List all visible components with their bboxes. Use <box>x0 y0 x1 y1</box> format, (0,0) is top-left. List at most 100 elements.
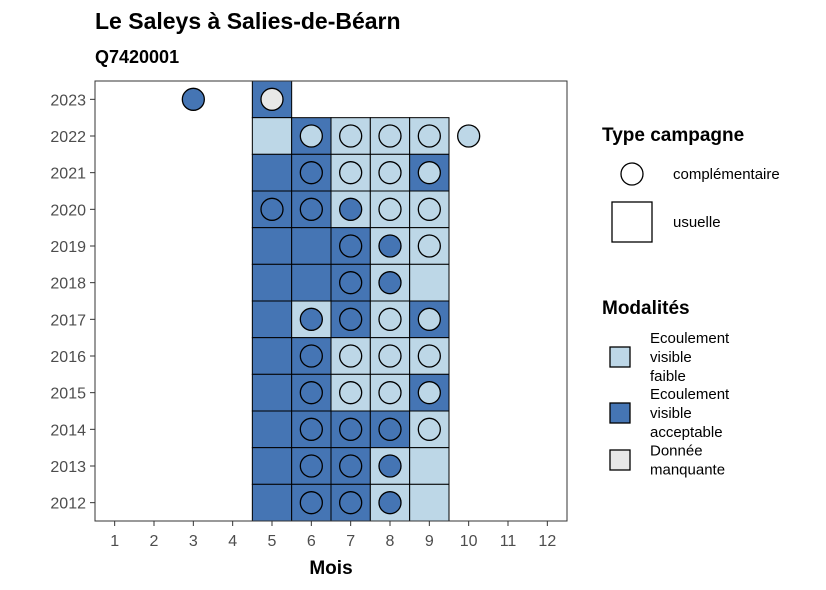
point <box>339 307 363 331</box>
point <box>378 124 402 148</box>
x-tick-label: 4 <box>228 533 237 550</box>
x-tick-label: 5 <box>268 533 277 550</box>
x-tick-label: 2 <box>150 533 159 550</box>
y-tick-label: 2021 <box>50 166 86 183</box>
tile <box>251 337 293 375</box>
point <box>299 454 323 478</box>
points-layer <box>181 87 481 515</box>
x-axis-title: Mois <box>309 558 352 579</box>
tile <box>251 227 293 265</box>
y-axis: 2012 2013 2014 2015 2016 2017 2018 2019 2020 2021… <box>50 92 95 513</box>
x-tick-label: 3 <box>189 533 198 550</box>
legend-modalite-label: visible <box>650 349 692 366</box>
point <box>339 124 363 148</box>
tile <box>251 483 293 522</box>
point <box>299 161 323 185</box>
y-tick-label: 2015 <box>50 386 86 403</box>
point <box>181 87 205 111</box>
y-tick-label: 2014 <box>50 422 86 439</box>
x-tick-label: 8 <box>386 533 395 550</box>
legend-modalite-label: Donnée <box>650 443 703 460</box>
x-tick-label: 10 <box>460 533 478 550</box>
point <box>378 234 402 258</box>
point <box>339 344 363 368</box>
tile <box>409 483 450 522</box>
point <box>299 417 323 441</box>
x-tick-label: 7 <box>346 533 355 550</box>
point <box>339 381 363 405</box>
point <box>378 454 402 478</box>
point <box>339 271 363 295</box>
point <box>417 344 441 368</box>
point <box>339 161 363 185</box>
x-tick-label: 11 <box>500 533 517 550</box>
point <box>339 454 363 478</box>
point <box>417 234 441 258</box>
point <box>378 161 402 185</box>
x-tick-label: 6 <box>307 533 316 550</box>
chart-subtitle: Q7420001 <box>95 47 179 67</box>
legend-circle-key <box>620 162 644 186</box>
legend-modalites: Modalités EcoulementvisiblefaibleEcoulem… <box>602 298 730 479</box>
legend-square-key <box>611 201 653 243</box>
legend-modalite-label: Ecoulement <box>650 330 730 347</box>
point <box>417 197 441 221</box>
y-tick-label: 2023 <box>50 92 86 109</box>
y-tick-label: 2019 <box>50 239 86 256</box>
tile <box>291 227 332 265</box>
tile <box>251 117 293 155</box>
tile <box>251 153 293 192</box>
legend-modalite-label: acceptable <box>650 424 723 441</box>
y-tick-label: 2012 <box>50 496 86 513</box>
y-tick-label: 2020 <box>50 202 86 219</box>
x-axis: 1 2 3 4 5 6 7 8 9 10 11 12 <box>110 521 556 550</box>
point <box>378 344 402 368</box>
tile <box>291 263 332 302</box>
panel-border <box>94 80 568 522</box>
legend-type-title: Type campagne <box>602 125 744 146</box>
point <box>378 271 402 295</box>
point <box>417 381 441 405</box>
legend-swatch <box>609 346 631 368</box>
legend-modalite-label: manquante <box>650 462 725 479</box>
point <box>339 491 363 515</box>
point <box>378 381 402 405</box>
point <box>299 197 323 221</box>
point <box>299 124 323 148</box>
point <box>417 124 441 148</box>
y-tick-label: 2013 <box>50 459 86 476</box>
legend-modalite-label: visible <box>650 405 692 422</box>
point <box>299 344 323 368</box>
legend-modalite-label: faible <box>650 368 686 385</box>
legend-type-label: usuelle <box>673 214 721 231</box>
chart-title: Le Saleys à Salies-de-Béarn <box>95 8 401 34</box>
legend-swatch <box>609 402 631 424</box>
legend-modalites-title: Modalités <box>602 298 690 319</box>
tile <box>251 410 293 449</box>
legend-swatch <box>609 449 631 471</box>
tile <box>251 373 293 412</box>
point <box>378 307 402 331</box>
legend-modalite-label: Ecoulement <box>650 386 730 403</box>
y-tick-label: 2022 <box>50 129 86 146</box>
point <box>339 234 363 258</box>
x-tick-label: 9 <box>425 533 434 550</box>
x-tick-label: 1 <box>110 533 119 550</box>
tile <box>251 263 293 302</box>
point <box>339 417 363 441</box>
point <box>417 161 441 185</box>
tile <box>409 263 450 302</box>
point <box>260 197 284 221</box>
x-tick-label: 12 <box>538 533 556 550</box>
point <box>299 381 323 405</box>
point <box>378 491 402 515</box>
point <box>299 491 323 515</box>
y-tick-label: 2017 <box>50 312 86 329</box>
tile <box>251 300 293 339</box>
point <box>260 87 284 111</box>
tile <box>409 447 450 485</box>
tile <box>251 447 293 485</box>
point <box>378 197 402 221</box>
y-tick-label: 2016 <box>50 349 86 366</box>
